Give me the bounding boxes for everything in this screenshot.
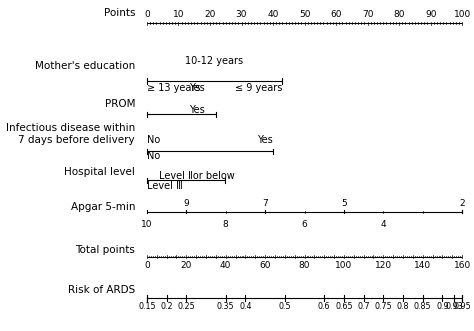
Text: Level Ⅱor below: Level Ⅱor below [159, 171, 235, 181]
Text: 0.95: 0.95 [453, 302, 471, 311]
Text: Yes: Yes [257, 135, 273, 145]
Text: 60: 60 [259, 261, 271, 270]
Text: 140: 140 [414, 261, 431, 270]
Text: 80: 80 [299, 261, 310, 270]
Text: 40: 40 [267, 10, 279, 19]
Text: 0.85: 0.85 [414, 302, 431, 311]
Text: 100: 100 [335, 261, 353, 270]
Text: 0.15: 0.15 [138, 302, 156, 311]
Text: 0: 0 [144, 261, 150, 270]
Text: Yes: Yes [189, 105, 205, 115]
Text: 0.8: 0.8 [397, 302, 409, 311]
Text: 0.9: 0.9 [436, 302, 449, 311]
Text: 5: 5 [341, 199, 347, 208]
Text: 10: 10 [141, 220, 153, 229]
Text: 0.4: 0.4 [239, 302, 252, 311]
Text: 0.7: 0.7 [357, 302, 370, 311]
Text: Total points: Total points [75, 245, 135, 255]
Text: 10: 10 [173, 10, 184, 19]
Text: 9: 9 [183, 199, 189, 208]
Text: 20: 20 [181, 261, 192, 270]
Text: 40: 40 [220, 261, 231, 270]
Text: 160: 160 [454, 261, 471, 270]
Text: 0.35: 0.35 [217, 302, 235, 311]
Text: 0.25: 0.25 [177, 302, 195, 311]
Text: 6: 6 [301, 220, 308, 229]
Text: 0.65: 0.65 [335, 302, 353, 311]
Text: 0.93: 0.93 [446, 302, 463, 311]
Text: 4: 4 [381, 220, 386, 229]
Text: 100: 100 [454, 10, 471, 19]
Text: 0: 0 [144, 10, 150, 19]
Text: Infectious disease within
7 days before delivery: Infectious disease within 7 days before … [6, 123, 135, 145]
Text: 0.5: 0.5 [279, 302, 291, 311]
Text: Yes: Yes [189, 83, 205, 93]
Text: Risk of ARDS: Risk of ARDS [68, 285, 135, 295]
Text: 7: 7 [262, 199, 268, 208]
Text: 70: 70 [362, 10, 374, 19]
Text: Level Ⅲ: Level Ⅲ [147, 181, 182, 191]
Text: No: No [147, 135, 160, 145]
Text: Points: Points [104, 8, 135, 18]
Text: No: No [147, 151, 160, 161]
Text: 80: 80 [393, 10, 405, 19]
Text: 0.75: 0.75 [374, 302, 392, 311]
Text: Apgar 5-min: Apgar 5-min [71, 202, 135, 212]
Text: 30: 30 [236, 10, 247, 19]
Text: 50: 50 [299, 10, 310, 19]
Text: Hospital level: Hospital level [64, 167, 135, 177]
Text: ≤ 9 years: ≤ 9 years [235, 83, 282, 93]
Text: Mother's education: Mother's education [35, 61, 135, 71]
Text: 20: 20 [204, 10, 216, 19]
Text: PROM: PROM [105, 99, 135, 109]
Text: ≥ 13 years: ≥ 13 years [147, 83, 201, 93]
Text: 90: 90 [425, 10, 437, 19]
Text: 8: 8 [223, 220, 228, 229]
Text: 0.2: 0.2 [160, 302, 173, 311]
Text: 60: 60 [330, 10, 342, 19]
Text: 10-12 years: 10-12 years [185, 56, 244, 66]
Text: 2: 2 [459, 199, 465, 208]
Text: 0.6: 0.6 [318, 302, 330, 311]
Text: 120: 120 [375, 261, 392, 270]
